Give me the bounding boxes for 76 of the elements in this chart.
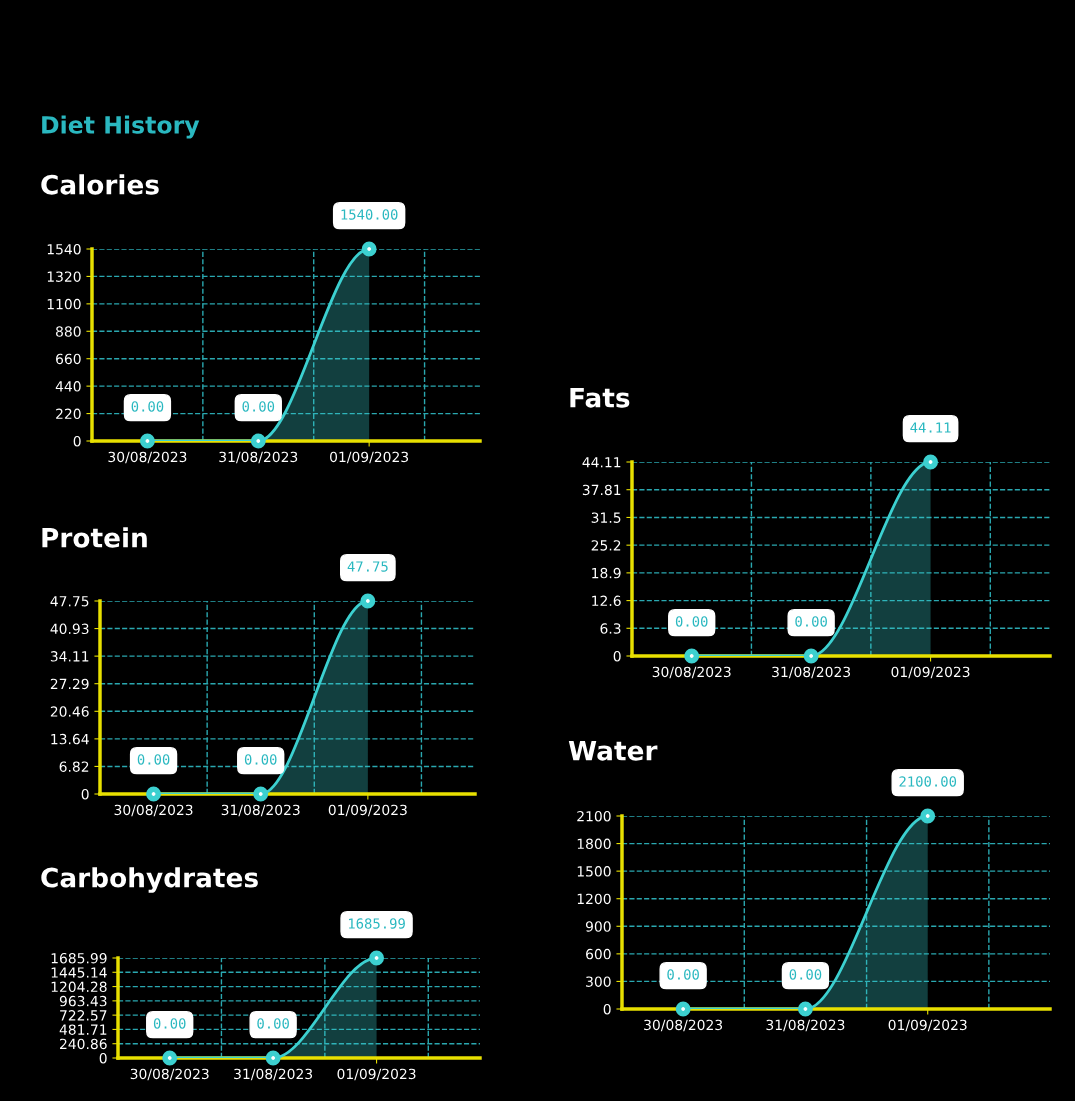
y-tick-label: 2100 [577,810,611,822]
data-label: 0.00 [795,616,827,627]
y-tick-label: 47.75 [50,596,89,607]
y-tick-label: 12.6 [592,595,621,607]
y-tick-label: 6.82 [59,761,89,772]
x-tick-label: 01/09/2023 [891,666,970,679]
y-tick-label: 1685.99 [51,952,107,964]
y-tick-label: 1204.28 [51,981,107,993]
y-tick-label: 25.2 [591,540,621,551]
data-label: 0.00 [667,969,699,980]
data-label: 0.00 [131,401,164,412]
chart-title: Protein [42,527,147,548]
y-tick-label: 1540 [47,243,81,255]
chart-title: Water [568,741,658,761]
x-tick-label: 01/09/2023 [328,804,407,817]
data-label: 2100.00 [899,776,957,787]
data-label: 0.00 [137,754,170,765]
y-tick-label: 37.81 [582,484,621,496]
data-label: 1540.00 [341,209,398,220]
y-tick-label: 900 [585,921,611,932]
y-tick-label: 13.64 [51,733,89,745]
chart-title: Fats [570,388,630,408]
data-label: 0.00 [153,1018,186,1029]
y-tick-label: 18.9 [592,567,621,579]
data-label: 44.11 [910,422,951,433]
data-label: 0.00 [244,754,277,765]
x-tick-label: 31/08/2023 [766,1019,845,1032]
x-tick-label: 31/08/2023 [234,1068,313,1081]
y-tick-label: 220 [56,408,81,420]
y-tick-label: 440 [55,381,81,392]
data-label: 0.00 [789,969,822,980]
y-tick-label: 0 [81,788,89,800]
y-tick-label: 963.43 [59,995,107,1007]
data-label: 47.75 [347,561,388,572]
y-tick-label: 481.71 [59,1024,107,1035]
y-tick-label: 1320 [47,271,81,282]
x-tick-label: 30/08/2023 [644,1019,723,1032]
y-tick-label: 0 [73,435,81,447]
y-tick-label: 34.11 [50,651,89,662]
y-tick-label: 20.46 [50,706,89,717]
x-tick-label: 31/08/2023 [219,451,298,464]
y-tick-label: 0 [603,1003,611,1015]
y-tick-label: 1445.14 [51,967,107,978]
y-tick-label: 31.5 [591,512,621,523]
y-tick-label: 44.11 [582,457,621,468]
y-tick-label: 27.29 [50,678,89,690]
y-tick-label: 40.93 [50,623,89,635]
y-tick-label: 1800 [577,838,611,850]
data-label: 0.00 [675,616,708,627]
y-tick-label: 660 [56,353,81,365]
x-tick-label: 31/08/2023 [221,804,300,817]
y-tick-label: 1100 [47,298,81,310]
data-label: 1685.99 [348,918,405,929]
x-tick-label: 30/08/2023 [114,804,193,817]
y-tick-label: 0 [613,650,621,662]
data-label: 0.00 [257,1018,289,1029]
x-tick-label: 31/08/2023 [772,666,851,679]
y-tick-label: 880 [56,326,81,337]
y-tick-label: 1200 [577,893,611,905]
chart-title: Calories [41,174,159,195]
x-tick-label: 30/08/2023 [108,451,187,464]
chart-title: Carbohydrates [41,867,258,893]
y-tick-label: 1500 [577,866,611,877]
x-tick-label: 30/08/2023 [130,1068,209,1081]
y-tick-label: 0 [99,1052,107,1064]
y-tick-label: 240.86 [60,1038,107,1050]
y-tick-label: 6.3 [600,623,621,634]
y-tick-label: 722.57 [60,1010,107,1021]
x-tick-label: 01/09/2023 [888,1019,967,1032]
y-tick-label: 600 [586,948,611,960]
y-tick-label: 300 [586,976,611,987]
x-tick-label: 01/09/2023 [330,451,409,464]
text: Diet History [42,115,200,139]
x-tick-label: 01/09/2023 [337,1068,416,1081]
x-tick-label: 30/08/2023 [652,666,731,679]
data-label: 0.00 [242,401,275,412]
